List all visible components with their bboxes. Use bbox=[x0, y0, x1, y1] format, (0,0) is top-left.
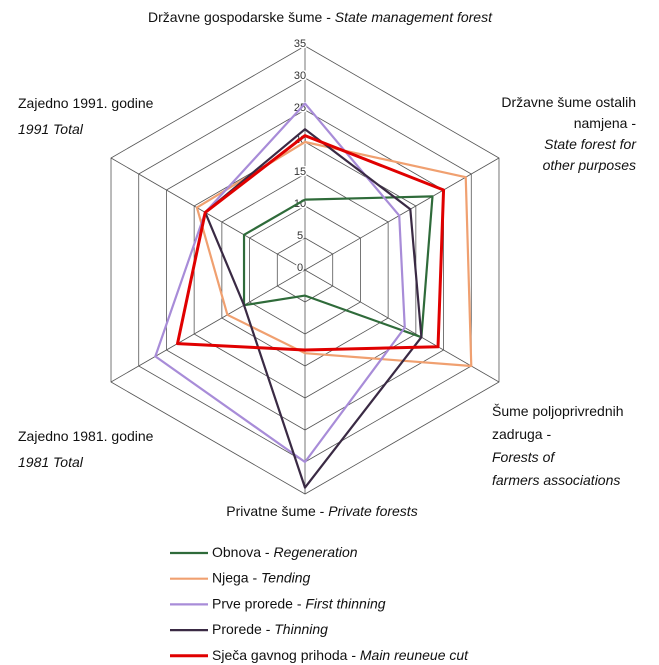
axis-label-part: State forest for bbox=[544, 136, 637, 152]
legend-label-hr: Njega - bbox=[212, 569, 261, 585]
tick-label: 30 bbox=[294, 70, 306, 82]
legend-label-hr: Sječa gavnog prihoda - bbox=[212, 647, 360, 663]
axis-label-part: Šume poljoprivrednih bbox=[492, 403, 624, 419]
axis-label-part: Državne šume ostalih bbox=[501, 94, 636, 110]
legend-label-en: First thinning bbox=[305, 595, 385, 611]
series-line bbox=[195, 140, 473, 368]
legend-label: Njega - Tending bbox=[212, 569, 311, 585]
axis-label: farmers associations bbox=[492, 472, 620, 488]
legend-label: Sječa gavnog prihoda - Main reuneue cut bbox=[212, 647, 469, 663]
axis-label: other purposes bbox=[543, 157, 636, 173]
spoke bbox=[110, 269, 306, 383]
legend-label: Obnova - Regeneration bbox=[212, 544, 358, 560]
axis-label: Zajedno 1991. godine bbox=[18, 95, 154, 111]
axis-label: Forests of bbox=[492, 449, 556, 465]
legend-label-en: Main reuneue cut bbox=[360, 647, 469, 663]
axis-label-part: Državne gospodarske šume - bbox=[148, 9, 335, 25]
legend-label-en: Tending bbox=[261, 569, 311, 585]
axis-label: Privatne šume - Private forests bbox=[226, 503, 417, 519]
axis-label-part: State management forest bbox=[335, 9, 493, 25]
legend-label-hr: Prorede - bbox=[212, 621, 274, 637]
axis-label-part: Zajedno 1981. godine bbox=[18, 428, 154, 444]
legend-label: Prorede - Thinning bbox=[212, 621, 328, 637]
legend-label-en: Regeneration bbox=[273, 544, 357, 560]
spoke bbox=[110, 157, 306, 271]
axis-label-part: 1981 Total bbox=[18, 454, 84, 470]
legend-label-hr: Obnova - bbox=[212, 544, 273, 560]
axis-label-part: 1991 Total bbox=[18, 121, 84, 137]
axis-label-part: Zajedno 1991. godine bbox=[18, 95, 154, 111]
axis-label: Državne gospodarske šume - State managem… bbox=[148, 9, 493, 25]
axis-label-part: other purposes bbox=[543, 157, 636, 173]
axis-label-part: namjena - bbox=[574, 115, 637, 131]
tick-label: 0 bbox=[297, 262, 303, 274]
tick-label: 35 bbox=[294, 38, 306, 50]
axis-label-part: Forests of bbox=[492, 449, 556, 465]
axis-label: namjena - bbox=[574, 115, 637, 131]
axis-label: zadruga - bbox=[492, 426, 551, 442]
legend-label-hr: Prve prorede - bbox=[212, 595, 305, 611]
tick-label: 15 bbox=[294, 166, 306, 178]
axis-label-part: farmers associations bbox=[492, 472, 620, 488]
tick-label: 5 bbox=[297, 230, 303, 242]
series-line bbox=[242, 195, 434, 339]
axis-label-part: Private forests bbox=[328, 503, 417, 519]
axis-label: State forest for bbox=[544, 136, 637, 152]
axis-label-part: Privatne šume - bbox=[226, 503, 328, 519]
legend-label: Prve prorede - First thinning bbox=[212, 595, 386, 611]
axis-label: 1991 Total bbox=[18, 121, 84, 137]
axis-label: Šume poljoprivrednih bbox=[492, 403, 624, 419]
series-line bbox=[176, 134, 446, 352]
spoke bbox=[304, 269, 500, 383]
axis-label-part: zadruga - bbox=[492, 426, 551, 442]
legend-label-en: Thinning bbox=[274, 621, 328, 637]
axis-label: 1981 Total bbox=[18, 454, 84, 470]
axis-label: Zajedno 1981. godine bbox=[18, 428, 154, 444]
axis-label: Državne šume ostalih bbox=[501, 94, 636, 110]
